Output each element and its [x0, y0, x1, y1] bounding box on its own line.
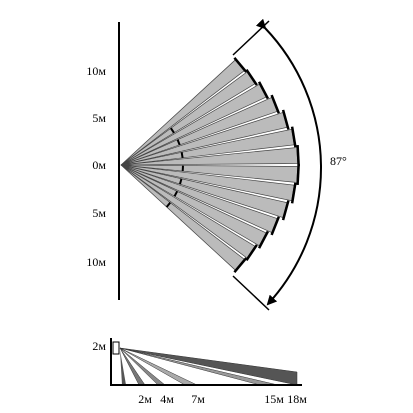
- beam-end: [296, 163, 300, 186]
- beam-mark: [173, 190, 179, 197]
- beam-mark: [176, 139, 181, 146]
- distance-label: 5м: [92, 206, 106, 220]
- beam: [120, 350, 126, 385]
- beam-end: [233, 257, 248, 273]
- beam-end: [281, 109, 290, 130]
- distance-label: 10м: [86, 255, 106, 269]
- distance-label: 5м: [92, 111, 106, 125]
- angle-label: 87°: [330, 154, 347, 168]
- beam-end: [290, 182, 297, 204]
- beam-end: [296, 144, 300, 167]
- distance-label: 10м: [86, 64, 106, 78]
- beam-end: [245, 244, 258, 262]
- distance-label: 0м: [92, 158, 106, 172]
- distance-label: 15м: [264, 392, 284, 406]
- distance-label: 2м: [138, 392, 152, 406]
- height-label: 2м: [92, 339, 106, 353]
- beam-mark: [180, 152, 184, 159]
- top-view: 10м 5м 0м 5м 10м 87°: [86, 18, 347, 311]
- beam-mark: [170, 127, 175, 134]
- beam-mark: [179, 178, 183, 185]
- beam-end: [290, 126, 297, 148]
- sensor: [112, 341, 120, 355]
- distance-label: 4м: [160, 392, 174, 406]
- distance-label: 18м: [287, 392, 307, 406]
- beam-end: [233, 57, 248, 73]
- angle-arc: [255, 18, 322, 306]
- beam: [119, 347, 298, 386]
- angle-edge: [232, 20, 270, 56]
- beam-end: [245, 68, 258, 86]
- beams: [120, 57, 300, 273]
- distance-label: 7м: [191, 392, 205, 406]
- beam-end: [281, 200, 290, 221]
- angle-edge: [232, 275, 270, 311]
- beam-mark: [165, 202, 172, 208]
- side-view: 2м 2м 4м 7м 15м 18м: [92, 338, 307, 406]
